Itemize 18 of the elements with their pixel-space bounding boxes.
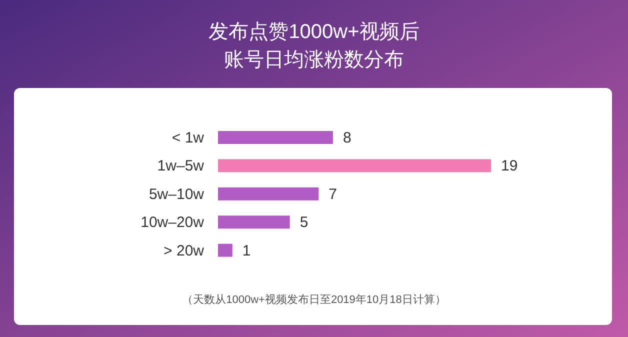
- y-tick-label: 1w–5w: [157, 158, 204, 175]
- data-label: 8: [342, 130, 352, 146]
- text: （天数从1000w+视频发布日至2019年10月18日计算）: [182, 293, 446, 306]
- data-label: 1: [242, 242, 251, 260]
- bar: [218, 187, 319, 200]
- bar: [218, 244, 232, 257]
- chart-subtitle: 账号日均涨粉数分布: [224, 49, 404, 71]
- data-label: 5: [300, 214, 308, 232]
- bar: [218, 131, 333, 144]
- chart-title: 发布点赞1000w+视频后: [208, 21, 420, 43]
- y-tick-label: 5w–10w: [148, 186, 204, 203]
- y-tick-label: < 1w: [172, 130, 204, 146]
- data-label: 7: [328, 186, 337, 203]
- y-tick-label: 10w–20w: [140, 214, 204, 232]
- y-tick-label: > 20w: [164, 242, 204, 260]
- bar: [218, 216, 290, 229]
- bar: [218, 159, 491, 172]
- data-label: 19: [501, 158, 518, 175]
